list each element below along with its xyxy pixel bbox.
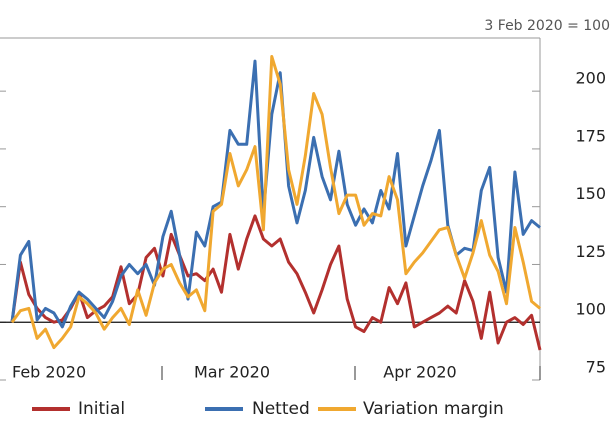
y-tick-label: 150 bbox=[575, 184, 606, 203]
legend-label: Variation margin bbox=[363, 399, 504, 419]
x-tick-label: Feb 2020 bbox=[12, 363, 86, 382]
y-tick-label: 175 bbox=[575, 126, 606, 145]
legend-label: Initial bbox=[78, 399, 125, 419]
x-tick-label: Apr 2020 bbox=[383, 363, 456, 382]
y-tick-label: 125 bbox=[575, 242, 606, 261]
y-tick-label: 200 bbox=[575, 69, 606, 88]
x-tick-label: Mar 2020 bbox=[194, 363, 270, 382]
annotation: 3 Feb 2020 = 100 bbox=[484, 18, 610, 34]
series-line bbox=[10, 214, 542, 351]
series-line bbox=[10, 59, 541, 329]
series-line bbox=[10, 55, 541, 350]
y-tick-label: 100 bbox=[575, 300, 606, 319]
y-tick-label: 75 bbox=[586, 358, 606, 377]
legend-label: Netted bbox=[252, 399, 310, 419]
